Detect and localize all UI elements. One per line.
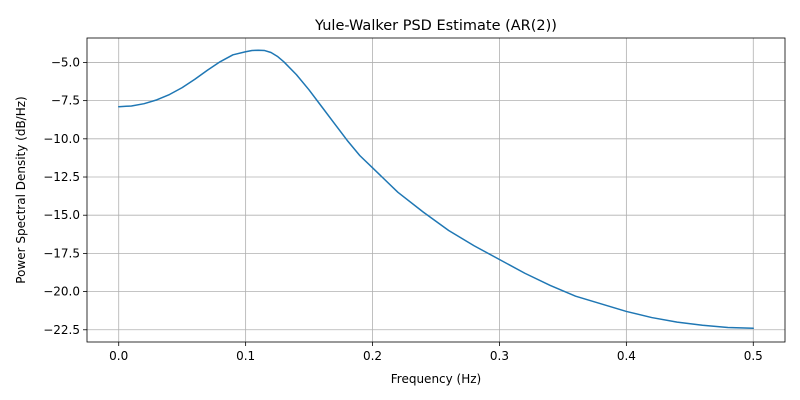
x-tick-labels: 0.0 0.1 0.2 0.3 0.4 0.5 — [109, 349, 763, 363]
x-tick-label: 0.1 — [236, 349, 255, 363]
x-tick-label: 0.0 — [109, 349, 128, 363]
plot-frame — [86, 37, 786, 343]
y-tick-labels: −5.0 −7.5 −10.0 −12.5 −15.0 −17.5 −20.0 −22.5 — [43, 55, 80, 336]
y-tick-label: −5.0 — [51, 55, 80, 69]
y-tick-label: −15.0 — [43, 208, 80, 222]
chart-title: Yule-Walker PSD Estimate (AR(2)) — [314, 18, 557, 34]
y-tick-label: −12.5 — [43, 170, 80, 184]
x-tick-label: 0.5 — [744, 349, 763, 363]
y-tick-label: −20.0 — [43, 285, 80, 299]
series-layer — [117, 49, 755, 329]
x-axis-label: Frequency (Hz) — [391, 372, 482, 386]
x-tick-label: 0.2 — [363, 349, 382, 363]
x-tick-label: 0.4 — [617, 349, 636, 363]
grid-lines — [87, 38, 785, 342]
y-tick-label: −22.5 — [43, 323, 80, 337]
y-axis-label: Power Spectral Density (dB/Hz) — [14, 96, 28, 283]
y-tick-label: −17.5 — [43, 246, 80, 260]
x-tick-label: 0.3 — [490, 349, 509, 363]
axis-ticks — [83, 62, 754, 346]
y-tick-label: −10.0 — [43, 132, 80, 146]
psd-series-line — [117, 49, 755, 329]
y-tick-label: −7.5 — [51, 94, 80, 108]
